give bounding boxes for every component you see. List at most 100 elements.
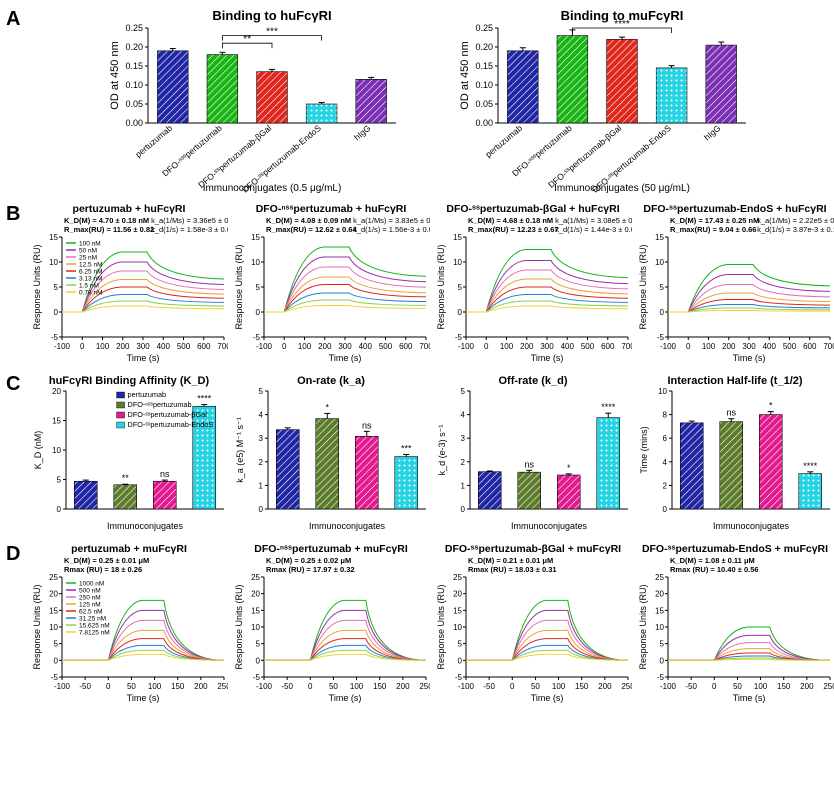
svg-text:0.10: 0.10: [475, 80, 493, 90]
svg-text:0: 0: [660, 656, 665, 665]
svg-text:Response Units (RU): Response Units (RU): [234, 244, 244, 329]
svg-text:Response Units (RU): Response Units (RU): [436, 244, 446, 329]
svg-text:0: 0: [282, 342, 287, 351]
svg-text:0.25: 0.25: [475, 23, 493, 33]
svg-text:****: ****: [614, 19, 630, 30]
svg-text:-100: -100: [458, 342, 475, 351]
svg-text:-50: -50: [483, 682, 495, 691]
panel-d: D pertuzumab + muFcγRIK_D(M) = 0.25 ± 0.…: [6, 543, 828, 703]
svg-text:ns: ns: [524, 459, 534, 469]
row-c-charts: huFcγRI Binding Affinity (K_D)05101520K_…: [30, 373, 828, 533]
svg-text:Response Units (RU): Response Units (RU): [32, 244, 42, 329]
svg-text:*: *: [567, 463, 571, 473]
svg-text:k_d(1/s) = 1.44e-3 ± 0.05: k_d(1/s) = 1.44e-3 ± 0.05: [555, 225, 632, 234]
svg-text:0: 0: [510, 682, 515, 691]
svg-text:25 nM: 25 nM: [79, 255, 97, 262]
svg-text:pertuzumab: pertuzumab: [133, 123, 174, 160]
svg-text:300: 300: [338, 342, 352, 351]
svg-text:10: 10: [251, 258, 260, 267]
svg-text:K_D(M) = 0.25 ± 0.01 μM: K_D(M) = 0.25 ± 0.01 μM: [64, 556, 149, 565]
svg-text:hIgG: hIgG: [352, 123, 373, 143]
svg-text:4: 4: [259, 411, 264, 420]
svg-text:R_max(RU) = 9.04 ± 0.66: R_max(RU) = 9.04 ± 0.66: [670, 225, 756, 234]
svg-text:31.25 nM: 31.25 nM: [79, 616, 106, 623]
svg-text:20: 20: [251, 590, 260, 599]
svg-text:k_a(1/Ms) = 2.22e5 ± 0.09: k_a(1/Ms) = 2.22e5 ± 0.09: [757, 216, 834, 225]
svg-text:Immunoconjugates: Immunoconjugates: [107, 521, 184, 531]
svg-text:0: 0: [660, 308, 665, 317]
svg-text:15: 15: [655, 606, 664, 615]
svg-text:R_max(RU) = 12.23 ± 0.67: R_max(RU) = 12.23 ± 0.67: [468, 225, 559, 234]
panel-label-b: B: [6, 203, 20, 226]
svg-text:Rmax (RU) = 17.97 ± 0.32: Rmax (RU) = 17.97 ± 0.32: [266, 565, 355, 574]
svg-text:15: 15: [49, 233, 58, 242]
svg-text:600: 600: [399, 342, 413, 351]
spr-chart: DFO-ⁿˢˢpertuzumab + muFcγRIK_D(M) = 0.25…: [232, 543, 430, 703]
svg-text:0: 0: [712, 682, 717, 691]
svg-text:15.625 nM: 15.625 nM: [79, 623, 110, 630]
svg-text:DFO-ⁿˢˢpertuzumab + huFcγRI: DFO-ⁿˢˢpertuzumab + huFcγRI: [256, 203, 407, 215]
svg-text:250: 250: [217, 682, 228, 691]
svg-text:250: 250: [419, 682, 430, 691]
svg-text:5: 5: [660, 283, 665, 292]
svg-text:0: 0: [106, 682, 111, 691]
svg-text:**: **: [122, 473, 130, 483]
svg-text:Response Units (RU): Response Units (RU): [234, 584, 244, 669]
svg-text:50: 50: [733, 682, 742, 691]
svg-text:-100: -100: [256, 682, 273, 691]
svg-text:3: 3: [461, 434, 466, 443]
svg-text:Interaction Half-life (t_1/2): Interaction Half-life (t_1/2): [667, 375, 802, 387]
svg-text:100: 100: [96, 342, 110, 351]
spr-chart: DFO-ⁿˢˢpertuzumab + huFcγRIK_D(M) = 4.08…: [232, 203, 430, 363]
svg-text:150: 150: [171, 682, 185, 691]
svg-text:150: 150: [777, 682, 791, 691]
svg-text:50 nM: 50 nM: [79, 248, 97, 255]
svg-text:k_a(1/Ms) = 3.83e5 ± 0.22: k_a(1/Ms) = 3.83e5 ± 0.22: [353, 216, 430, 225]
chart-a-left: Binding to huFcγRI0.000.050.100.150.200.…: [104, 8, 404, 193]
svg-text:2: 2: [259, 458, 264, 467]
svg-text:-100: -100: [660, 682, 677, 691]
svg-text:200: 200: [318, 342, 332, 351]
svg-text:0: 0: [484, 342, 489, 351]
svg-text:100: 100: [754, 682, 768, 691]
svg-text:0: 0: [308, 682, 313, 691]
svg-text:***: ***: [266, 27, 278, 38]
svg-text:Time (s): Time (s): [329, 693, 362, 703]
svg-text:Rmax (RU) = 18 ± 0.26: Rmax (RU) = 18 ± 0.26: [64, 565, 142, 574]
panel-a: A Binding to huFcγRI0.000.050.100.150.20…: [6, 8, 828, 193]
svg-text:0.05: 0.05: [475, 99, 493, 109]
svg-text:125 nM: 125 nM: [79, 602, 101, 609]
panel-label-d: D: [6, 543, 20, 566]
svg-text:15: 15: [453, 233, 462, 242]
svg-text:-100: -100: [54, 682, 71, 691]
svg-text:OD at 450 nm: OD at 450 nm: [109, 41, 121, 109]
svg-text:-5: -5: [253, 333, 261, 342]
svg-text:500: 500: [783, 342, 797, 351]
svg-text:-100: -100: [54, 342, 71, 351]
svg-text:DFO-ˢˢpertuzumab-βGal + muFcγR: DFO-ˢˢpertuzumab-βGal + muFcγRI: [445, 543, 621, 555]
svg-text:8: 8: [663, 411, 668, 420]
chart-a-right: Binding to muFcγRI0.000.050.100.150.200.…: [454, 8, 754, 193]
svg-text:100: 100: [148, 682, 162, 691]
svg-text:-50: -50: [685, 682, 697, 691]
svg-text:500: 500: [177, 342, 191, 351]
svg-text:Immunoconjugates: Immunoconjugates: [511, 521, 588, 531]
svg-text:Off-rate (k_d): Off-rate (k_d): [498, 375, 567, 387]
svg-text:10: 10: [658, 387, 667, 396]
svg-text:Immunoconjugates (0.5 μg/mL): Immunoconjugates (0.5 μg/mL): [203, 183, 342, 193]
svg-text:-100: -100: [660, 342, 677, 351]
svg-text:0: 0: [663, 505, 668, 514]
svg-text:1: 1: [259, 481, 264, 490]
svg-text:15: 15: [251, 233, 260, 242]
svg-text:7.8125 nM: 7.8125 nM: [79, 630, 110, 637]
svg-text:DFO-ˢˢpertuzumab-EndoS: DFO-ˢˢpertuzumab-EndoS: [128, 420, 214, 429]
svg-text:pertuzumab + muFcγRI: pertuzumab + muFcγRI: [71, 543, 187, 555]
svg-text:600: 600: [803, 342, 817, 351]
svg-text:0.00: 0.00: [475, 118, 493, 128]
spr-chart: DFO-ˢˢpertuzumab-βGal + huFcγRIK_D(M) = …: [434, 203, 632, 363]
svg-text:5: 5: [256, 640, 261, 649]
svg-text:0: 0: [57, 505, 62, 514]
svg-text:pertuzumab + huFcγRI: pertuzumab + huFcγRI: [73, 203, 186, 215]
svg-text:-5: -5: [51, 673, 59, 682]
svg-text:6: 6: [663, 434, 668, 443]
